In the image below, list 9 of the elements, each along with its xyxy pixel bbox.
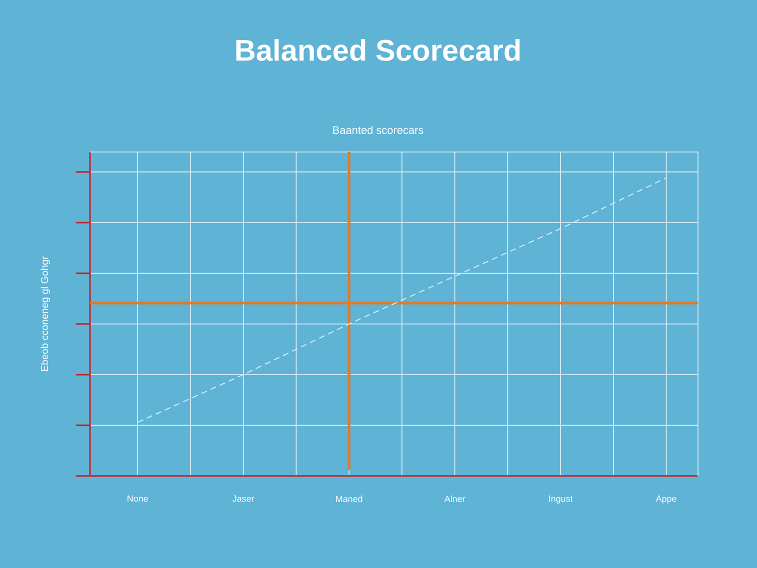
chart-subtitle: Baanted scorecars <box>333 126 424 134</box>
x-tick-label: Appe <box>656 496 676 504</box>
x-tick-label: None <box>128 496 148 502</box>
x-tick-label: Alner <box>444 496 466 502</box>
chart-title: Balanced Scorecard <box>236 39 520 61</box>
x-tick-label: Jaser <box>232 496 254 502</box>
x-tick-label: Ingust <box>549 496 573 504</box>
x-tick-label: Maned <box>336 496 362 502</box>
y-axis-title: Ebeob cconeneg gl Gohgr <box>40 256 50 372</box>
